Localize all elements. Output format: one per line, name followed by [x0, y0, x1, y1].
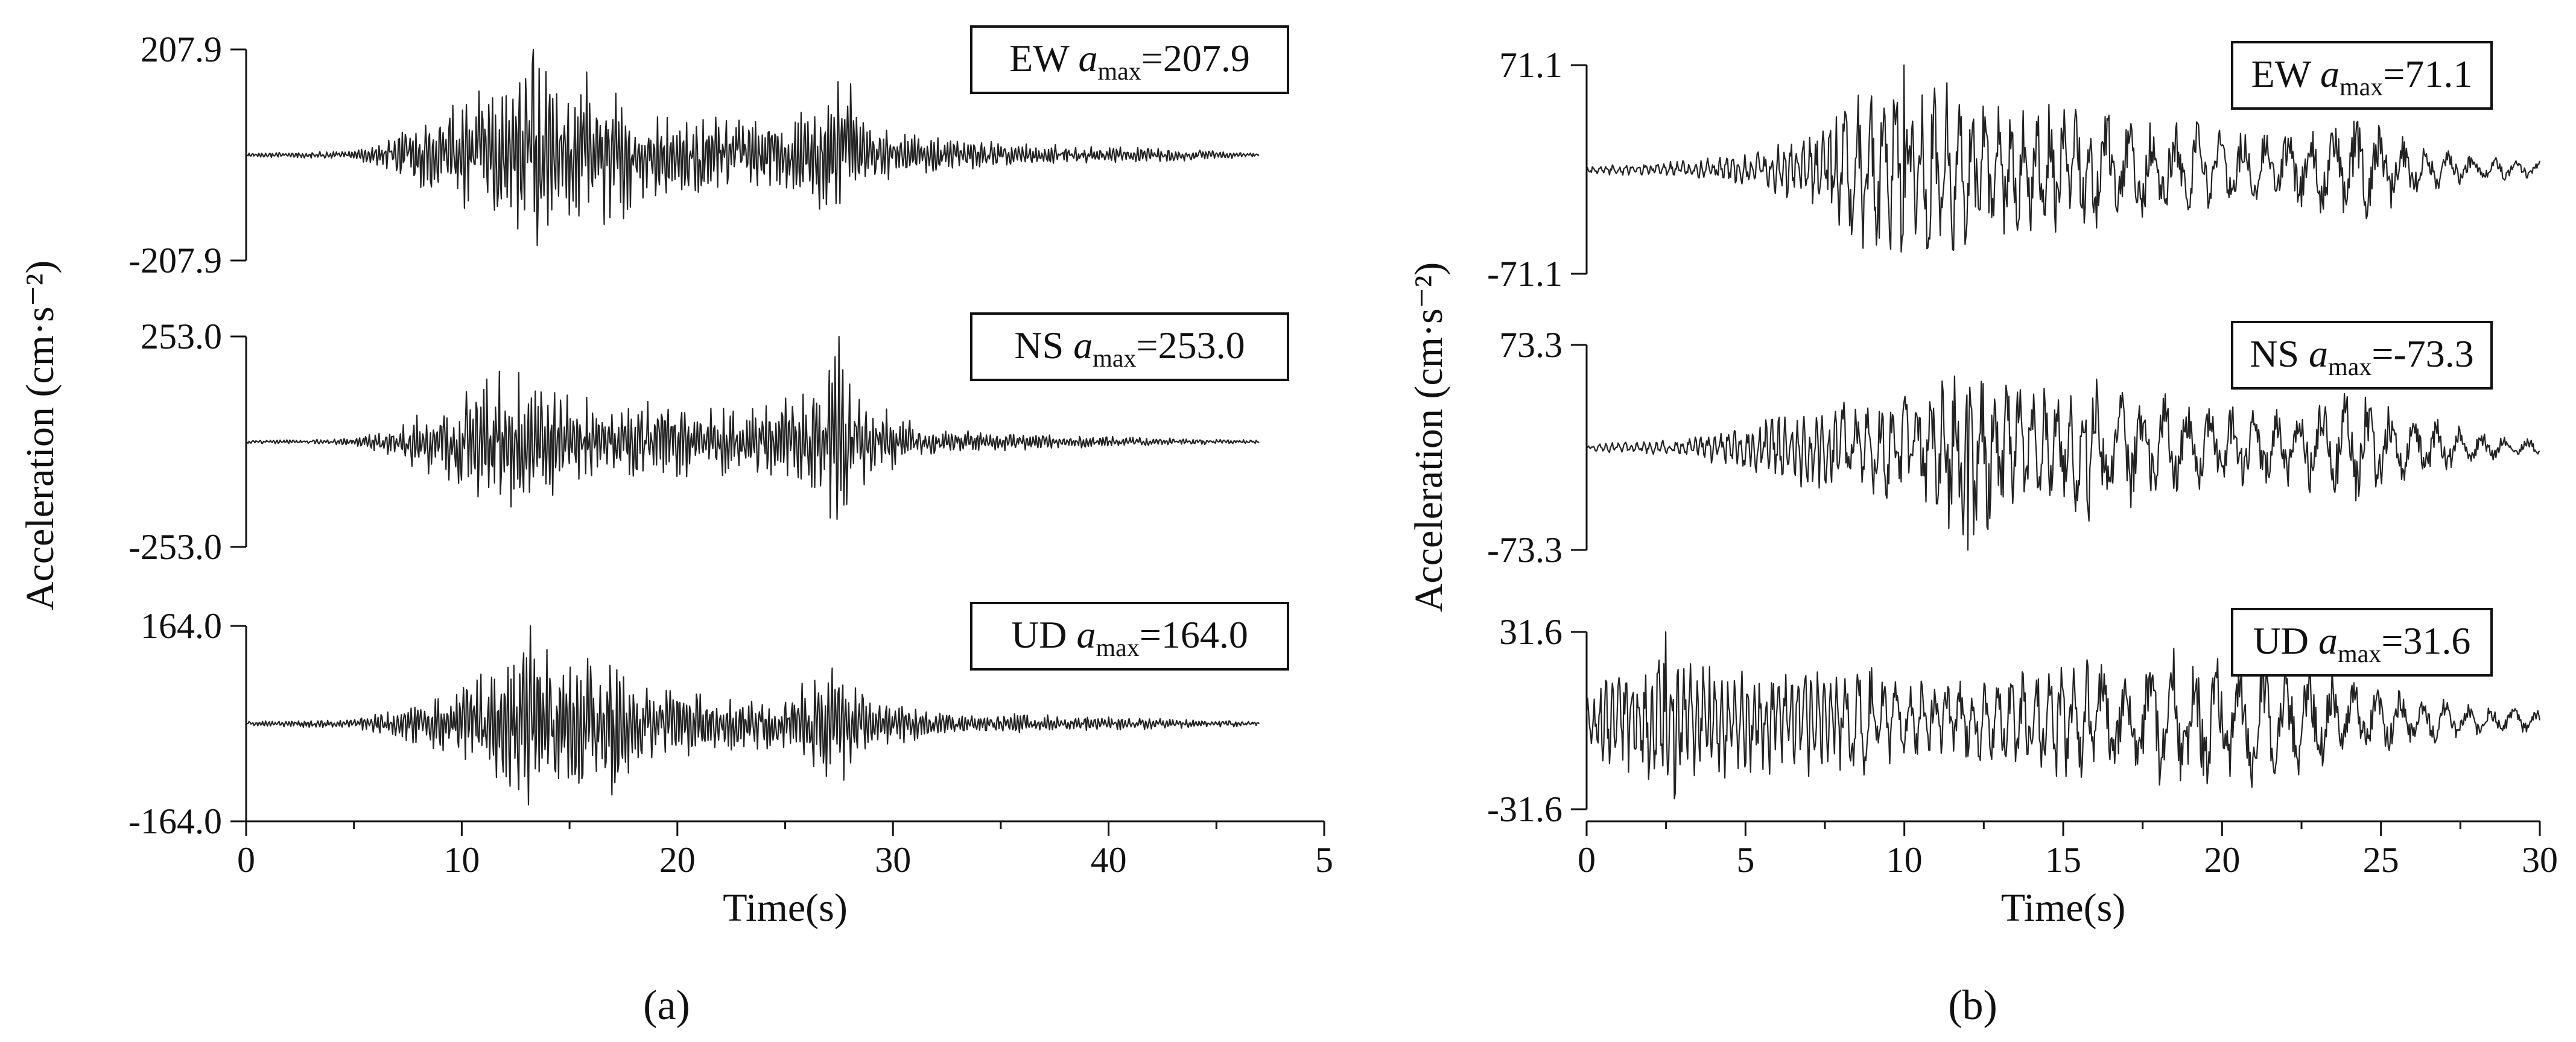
subplot-ns: 253.0 -253.0 NS amax=253.0 [128, 312, 1289, 567]
subplot-ew: 71.1 -71.1 EW amax=71.1 [1487, 41, 2541, 294]
x-tick-label: 20 [659, 840, 696, 880]
subplot-ew: 207.9 -207.9 EW amax=207.9 [128, 25, 1289, 280]
y-tick-label: 164.0 [141, 606, 222, 646]
amax-box [970, 25, 1289, 94]
y-tick-label: 71.1 [1499, 45, 1562, 85]
x-tick-label: 0 [1578, 840, 1596, 880]
x-axis-label: Time(s) [723, 886, 848, 930]
series-line [1585, 631, 2541, 800]
x-tick-label: 20 [2204, 840, 2240, 880]
amax-box [2231, 41, 2493, 110]
subplot-ud: 31.6 -31.6 UD amax=31.6 [1487, 608, 2541, 829]
y-tick-label: -253.0 [128, 527, 222, 567]
subplot-ud: 164.0 -164.0 UD amax=164.0 [128, 602, 1289, 841]
panel-b-label: (b) [1948, 982, 1997, 1029]
panel-a-label: (a) [643, 982, 690, 1029]
series-line [1586, 375, 2540, 551]
x-tick-label: 30 [2522, 840, 2558, 880]
x-tick-label: 10 [443, 840, 480, 880]
y-tick-label: 31.6 [1499, 612, 1562, 652]
y-tick-label: -71.1 [1487, 254, 1562, 294]
amax-box [2231, 608, 2493, 677]
amax-label: NS amax=253.0 [1014, 324, 1245, 373]
x-tick-label: 15 [2045, 840, 2081, 880]
y-axis-label: Acceleration (cm·s⁻²) [1407, 262, 1451, 613]
y-tick-label: -164.0 [128, 801, 222, 841]
amax-box [2231, 321, 2493, 390]
x-tick-label: 5 [1315, 840, 1333, 880]
series-line [246, 335, 1260, 520]
subplot-ns: 73.3 -73.3 NS amax=-73.3 [1487, 321, 2540, 570]
x-tick-label: 40 [1091, 840, 1127, 880]
y-tick-label: 253.0 [141, 317, 222, 356]
x-axis-label: Time(s) [2001, 886, 2126, 930]
amax-box [970, 602, 1289, 671]
amax-box [970, 312, 1289, 381]
amax-label: UD amax=164.0 [1011, 613, 1248, 662]
series-line [245, 48, 1260, 247]
y-axis-label: Acceleration (cm·s⁻²) [18, 260, 62, 611]
panel-a: 0 10 20 30 40 5 Time(s) Acceleration (cm·s⁻²) 20… [18, 25, 1333, 930]
series-line [246, 625, 1260, 806]
y-tick-label: 207.9 [141, 30, 222, 69]
x-tick-label: 0 [237, 840, 255, 880]
y-tick-label: 73.3 [1499, 325, 1562, 365]
x-tick-label: 25 [2363, 840, 2399, 880]
x-tick-label: 5 [1736, 840, 1754, 880]
x-tick-label: 30 [875, 840, 911, 880]
x-tick-label: 10 [1886, 840, 1923, 880]
panel-b: 0 5 10 15 20 25 30 Time(s) Acceleration (cm·s⁻²)… [1407, 41, 2558, 930]
amax-label: EW amax=207.9 [1009, 37, 1250, 86]
y-tick-label: -73.3 [1487, 530, 1562, 570]
series-line [1586, 64, 2541, 253]
amax-label: UD amax=31.6 [2253, 619, 2471, 668]
y-tick-label: -207.9 [128, 241, 222, 280]
y-tick-label: -31.6 [1487, 789, 1562, 829]
amax-label: NS amax=-73.3 [2250, 332, 2474, 381]
amax-label: EW amax=71.1 [2251, 52, 2473, 101]
